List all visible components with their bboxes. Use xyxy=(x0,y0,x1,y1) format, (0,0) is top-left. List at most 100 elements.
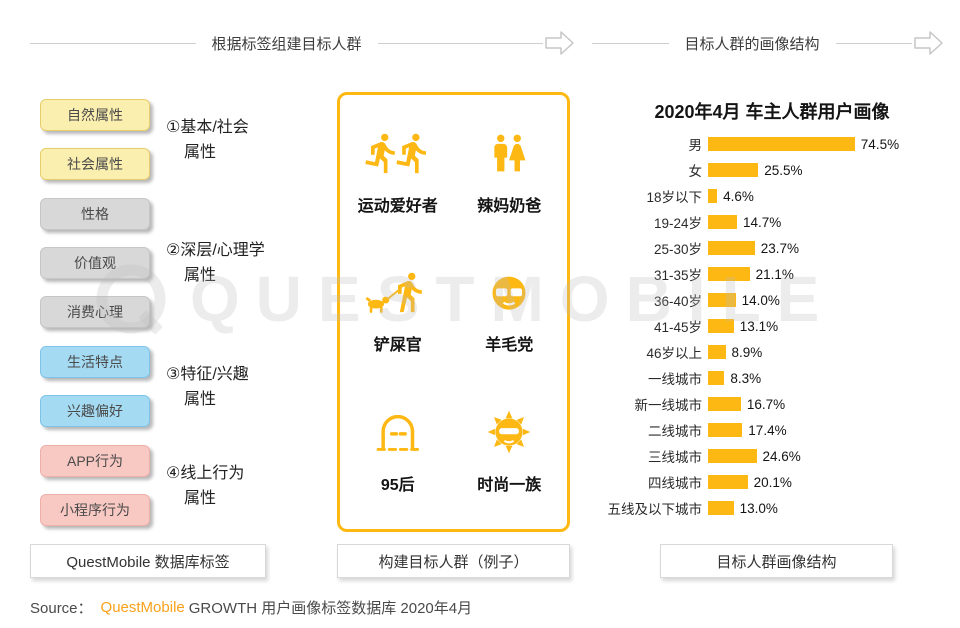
chart-category-label: 三线城市 xyxy=(648,450,702,465)
chart-value-label: 23.7% xyxy=(760,240,799,256)
chart-bar xyxy=(708,241,755,255)
chart-value-label: 74.5% xyxy=(860,136,900,152)
right-section-header: 目标人群的画像结构 xyxy=(592,30,944,56)
persona-label: 运动爱好者 xyxy=(357,198,438,216)
chart-row: 男 74.5% xyxy=(596,131,958,157)
header-line xyxy=(592,42,669,44)
annotation-line-1: ①基本/社会 xyxy=(166,118,249,136)
right-block-arrow-icon xyxy=(545,31,574,55)
source-prefix: Source： xyxy=(30,600,93,617)
persona-label: 辣妈奶爸 xyxy=(477,198,542,216)
tag-column: APP行为 小程序行为 xyxy=(40,445,150,526)
persona-item: 铲屎官 xyxy=(342,242,454,381)
tag-group: APP行为 小程序行为 ④线上行为属性 xyxy=(40,445,340,526)
chart-category-label: 新一线城市 xyxy=(634,398,703,413)
persona-box-caption: 构建目标人群（例子） xyxy=(337,544,570,578)
attribute-tag: 自然属性 xyxy=(40,99,150,131)
chart-value-label: 4.6% xyxy=(723,188,754,204)
attribute-tag: 性格 xyxy=(40,198,150,230)
group-annotation: ④线上行为属性 xyxy=(166,461,244,511)
persona-item: 辣妈奶爸 xyxy=(454,103,566,242)
chart-caption: 目标人群画像结构 xyxy=(660,544,893,578)
chart-category-label: 46岁以上 xyxy=(646,346,702,361)
chart-bar xyxy=(708,475,748,489)
tag-panel-caption: QuestMobile 数据库标签 xyxy=(30,544,266,578)
chart-bar xyxy=(708,189,718,203)
chart-category-label: 五线及以下城市 xyxy=(607,502,703,517)
attribute-tag: 小程序行为 xyxy=(40,494,150,526)
source-line: Source： QuestMobile GROWTH 用户画像标签数据库 202… xyxy=(30,597,472,618)
chart-row: 一线城市 8.3% xyxy=(596,365,958,391)
chart-row: 25-30岁 23.7% xyxy=(596,235,958,261)
chart-row: 五线及以下城市 13.0% xyxy=(596,495,958,521)
chart-value-label: 8.9% xyxy=(731,344,763,360)
annotation-line-2: 属性 xyxy=(184,267,217,284)
annotation-line-2: 属性 xyxy=(184,143,217,161)
hoodie-icon xyxy=(374,408,422,456)
persona-label: 时尚一族 xyxy=(477,476,542,494)
chart-row: 女 25.5% xyxy=(596,157,958,183)
chart-category-label: 四线城市 xyxy=(648,476,702,491)
chart-bar xyxy=(708,319,734,333)
bargain-hunter-icon xyxy=(487,268,531,316)
chart-value-label: 13.0% xyxy=(739,500,778,516)
attribute-tag: 社会属性 xyxy=(40,148,150,180)
tag-column: 生活特点 兴趣偏好 xyxy=(40,346,150,427)
tag-group: 生活特点 兴趣偏好 ③特征/兴趣属性 xyxy=(40,346,340,427)
tag-column: 自然属性 社会属性 xyxy=(40,99,150,180)
bar-chart: 男 74.5% 女 25.5% 18岁以下 4.6% 19-24岁 14.7% 25-30岁 23… xyxy=(596,131,958,521)
chart-category-label: 31-35岁 xyxy=(653,268,702,283)
group-annotation: ①基本/社会属性 xyxy=(166,115,249,165)
persona-item: 时尚一族 xyxy=(454,382,566,521)
chart-row: 36-40岁 14.0% xyxy=(596,287,958,313)
chart-bar xyxy=(708,267,750,281)
chart-value-label: 16.7% xyxy=(746,396,786,412)
chart-bar xyxy=(708,501,734,515)
runners-icon xyxy=(360,129,435,177)
tag-groups: 自然属性 社会属性 ①基本/社会 属性 性格 价值观 消费心理 ②深层/心理学 属性 生活特点 兴趣… xyxy=(40,99,340,544)
chart-category-label: 36-40岁 xyxy=(653,294,702,309)
chart-value-label: 25.5% xyxy=(764,162,803,178)
chart-value-label: 8.3% xyxy=(730,370,762,386)
chart-row: 31-35岁 21.1% xyxy=(596,261,958,287)
persona-item: 羊毛党 xyxy=(454,242,566,381)
chart-bar xyxy=(708,215,737,229)
tag-group: 性格价值观消费心理 ②深层/心理学 属性 xyxy=(40,198,340,328)
chart-row: 三线城市 24.6% xyxy=(596,443,958,469)
dog-walker-icon xyxy=(365,268,431,316)
chart-category-label: 25-30岁 xyxy=(653,242,702,257)
persona-grid: 运动爱好者 辣妈奶爸铲屎官 羊毛党 95后 时尚一族 xyxy=(337,92,570,532)
chart-value-label: 14.7% xyxy=(743,214,782,230)
persona-label: 95后 xyxy=(380,476,415,494)
chart-bar xyxy=(708,163,759,177)
family-icon xyxy=(487,129,531,177)
attribute-tag: 生活特点 xyxy=(40,346,150,378)
chart-value-label: 13.1% xyxy=(739,318,779,334)
chart-value-label: 14.0% xyxy=(741,292,780,308)
group-annotation: ②深层/心理学 属性 xyxy=(166,238,265,288)
chart-category-label: 18岁以下 xyxy=(646,190,702,205)
chart-value-label: 20.1% xyxy=(753,474,792,490)
attribute-tag: 消费心理 xyxy=(40,296,150,328)
source-brand: QuestMobile xyxy=(100,599,185,616)
chart-bar xyxy=(708,137,855,151)
chart-value-label: 17.4% xyxy=(748,422,787,438)
annotation-line-2: 属性 xyxy=(184,390,217,408)
persona-label: 羊毛党 xyxy=(485,337,534,355)
persona-label: 铲屎官 xyxy=(373,337,422,355)
fashion-icon xyxy=(487,408,531,456)
chart-row: 46岁以上 8.9% xyxy=(596,339,958,365)
annotation-line-1: ③特征/兴趣 xyxy=(166,365,249,383)
right-section-title: 目标人群的画像结构 xyxy=(684,35,820,53)
header-line xyxy=(30,42,196,44)
annotation-line-1: ④线上行为 xyxy=(166,464,245,482)
chart-value-label: 21.1% xyxy=(755,266,794,282)
chart-category-label: 41-45岁 xyxy=(653,320,702,335)
chart-row: 新一线城市 16.7% xyxy=(596,391,958,417)
attribute-tag: 价值观 xyxy=(40,247,150,279)
chart-row: 二线城市 17.4% xyxy=(596,417,958,443)
chart-bar xyxy=(708,345,726,359)
annotation-line-2: 属性 xyxy=(184,489,217,507)
persona-item: 95后 xyxy=(342,382,454,521)
